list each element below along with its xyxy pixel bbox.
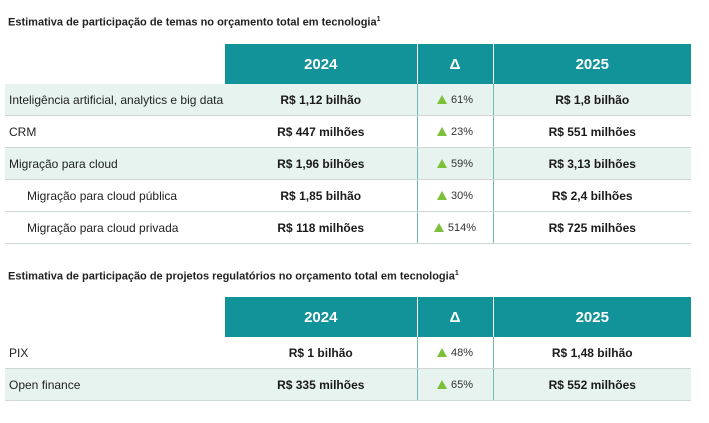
delta-value: 23% <box>450 125 474 138</box>
footnote-mark: 1 <box>376 16 381 23</box>
delta-cell: 23% <box>416 115 494 148</box>
delta-cell: 61% <box>416 84 494 116</box>
value-2024: R$ 1 bilhão <box>225 337 417 369</box>
regulatory-projects-table: 2024 Δ 2025 PIX R$ 1 bilhão 48% R$ 1,48 … <box>5 297 691 401</box>
up-triangle-icon <box>436 190 447 200</box>
value-2024: R$ 118 milhões <box>225 211 417 244</box>
value-2024: R$ 1,12 bilhão <box>225 84 417 116</box>
table-row: Open finance R$ 335 milhões 65% R$ 552 m… <box>5 368 691 401</box>
delta-cell: 30% <box>416 179 494 212</box>
table-header-row: 2024 Δ 2025 <box>5 44 691 84</box>
row-label: Migração para cloud pública <box>5 179 225 212</box>
header-blank-cell <box>5 44 225 84</box>
table-row: PIX R$ 1 bilhão 48% R$ 1,48 bilhão <box>5 337 691 369</box>
up-triangle-icon <box>436 158 447 168</box>
header-2024: 2024 <box>225 44 417 84</box>
up-triangle-icon <box>436 94 447 104</box>
header-delta: Δ <box>416 297 493 337</box>
table-row: Migração para cloud pública R$ 1,85 bilh… <box>5 179 691 212</box>
delta-cell: 59% <box>416 147 494 180</box>
delta-cell: 514% <box>416 211 494 244</box>
row-label: Open finance <box>5 368 225 401</box>
row-label: CRM <box>5 115 225 148</box>
header-2024: 2024 <box>225 297 417 337</box>
value-2024: R$ 1,85 bilhão <box>225 179 417 212</box>
up-triangle-icon <box>436 126 447 136</box>
delta-cell: 48% <box>416 337 494 369</box>
table-row: Migração para cloud privada R$ 118 milhõ… <box>5 211 691 244</box>
tech-themes-table: 2024 Δ 2025 Inteligência artificial, ana… <box>5 44 691 244</box>
value-2025: R$ 2,4 bilhões <box>493 179 691 212</box>
row-label: PIX <box>5 337 225 369</box>
row-label: Migração para cloud <box>5 147 225 180</box>
up-triangle-icon <box>436 347 447 357</box>
table-row: Migração para cloud R$ 1,96 bilhões 59% … <box>5 147 691 180</box>
row-label: Migração para cloud privada <box>5 211 225 244</box>
delta-value: 30% <box>450 189 474 202</box>
value-2025: R$ 725 milhões <box>493 211 691 244</box>
table-row: Inteligência artificial, analytics e big… <box>5 84 691 116</box>
footnote-mark: 1 <box>454 270 459 277</box>
value-2025: R$ 3,13 bilhões <box>493 147 691 180</box>
delta-value: 65% <box>450 378 474 391</box>
value-2025: R$ 1,48 bilhão <box>493 337 691 369</box>
header-blank-cell <box>5 297 225 337</box>
value-2024: R$ 335 milhões <box>225 368 417 401</box>
delta-cell: 65% <box>416 368 494 401</box>
header-2025: 2025 <box>492 297 691 337</box>
up-triangle-icon <box>433 222 444 232</box>
value-2024: R$ 1,96 bilhões <box>225 147 417 180</box>
up-triangle-icon <box>436 379 447 389</box>
delta-value: 61% <box>450 93 474 106</box>
value-2025: R$ 552 milhões <box>493 368 691 401</box>
value-2025: R$ 1,8 bilhão <box>493 84 691 116</box>
table-row: CRM R$ 447 milhões 23% R$ 551 milhões <box>5 115 691 148</box>
table2-title: Estimativa de participação de projetos r… <box>8 270 459 283</box>
delta-value: 48% <box>450 346 474 359</box>
row-label: Inteligência artificial, analytics e big… <box>5 84 225 116</box>
header-2025: 2025 <box>492 44 691 84</box>
header-delta: Δ <box>416 44 493 84</box>
table-header-row: 2024 Δ 2025 <box>5 297 691 337</box>
delta-value: 59% <box>450 157 474 170</box>
value-2025: R$ 551 milhões <box>493 115 691 148</box>
delta-value: 514% <box>447 221 477 234</box>
table1-title: Estimativa de participação de temas no o… <box>8 16 381 29</box>
value-2024: R$ 447 milhões <box>225 115 417 148</box>
